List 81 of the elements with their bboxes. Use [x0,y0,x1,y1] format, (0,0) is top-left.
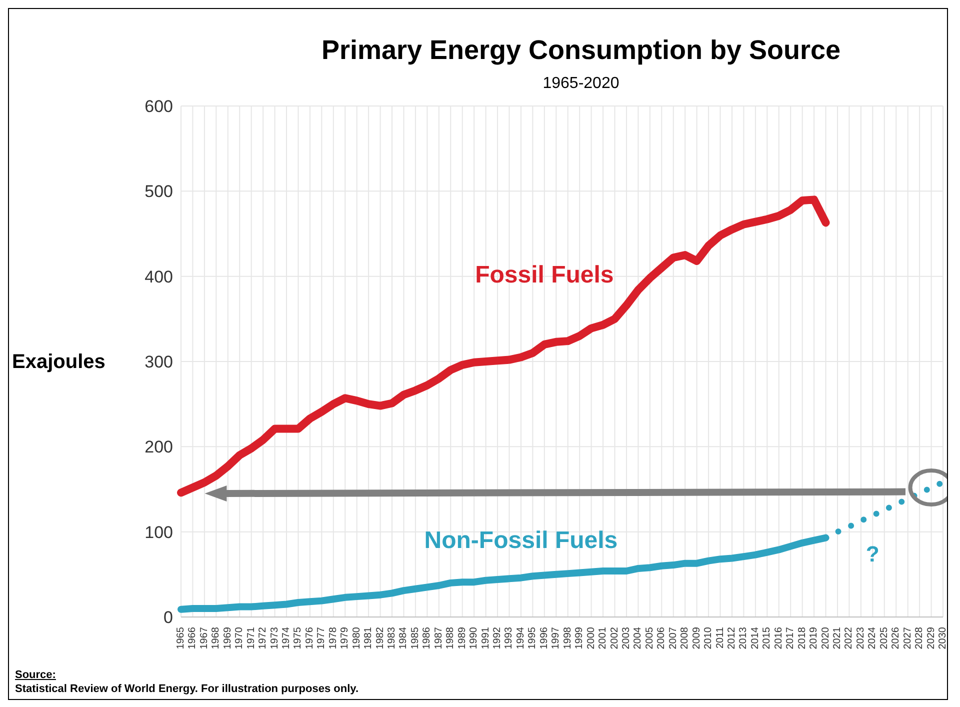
x-tick-label: 2010 [703,626,714,650]
x-tick-label: 1969 [222,626,234,650]
x-tick-label: 2004 [632,626,644,650]
x-tick-label: 1970 [234,626,246,650]
text: Statistical Review of World Energy. For illustration purposes only. [15,683,359,695]
x-tick-label: 1993 [504,626,515,650]
x-tick-label: 2008 [680,626,691,650]
x-tick-label: 1965 [176,626,186,650]
x-tick-label: 2025 [878,626,890,650]
y-tick-label: 200 [144,438,173,457]
y-tick-label: 500 [144,182,173,202]
chart-subtitle: 1965-2020 [542,75,620,93]
series-label: Fossil Fuels [475,261,614,288]
x-tick-label: 2009 [691,626,702,650]
x-tick-label: 2006 [656,626,668,650]
x-tick-label: 2020 [820,626,832,650]
x-tick-label: 1992 [492,626,504,650]
x-tick-label: 1998 [562,626,574,650]
y-tick-label: 300 [144,352,173,372]
x-tick-label: 1981 [363,626,374,650]
x-tick-label: 2021 [832,626,843,650]
x-tick-label: 2030 [938,626,948,650]
x-tick-label: 2018 [796,626,808,650]
x-tick-label: 2000 [586,626,597,650]
source-note: Source: [15,669,56,681]
x-tick-label: 1982 [374,626,386,650]
x-tick-label: 2001 [598,626,609,650]
y-axis-title: Exajoules [12,351,106,374]
x-tick-label: 2015 [762,626,773,650]
x-tick-label: 1977 [316,626,328,650]
x-tick-label: 2029 [926,626,937,650]
x-tick-label: 2026 [890,626,902,650]
x-tick-label: 1990 [468,626,480,650]
x-tick-label: 2007 [668,626,679,650]
x-tick-label: 2023 [855,626,866,650]
x-tick-label: 2003 [620,626,632,650]
x-tick-label: 2014 [750,626,761,650]
x-tick-label: 1980 [351,626,362,650]
x-tick-label: 2016 [773,626,784,650]
x-tick-label: 1978 [328,626,339,650]
x-tick-label: 1974 [281,626,292,650]
y-tick-label: 400 [144,267,173,286]
x-tick-label: 2019 [808,626,820,650]
x-tick-label: 2012 [726,626,738,650]
x-tick-label: 2027 [902,626,914,650]
x-tick-label: 1986 [422,626,433,650]
x-tick-label: 1991 [480,626,492,650]
x-tick-label: 1971 [246,626,257,650]
x-tick-label: 2013 [738,626,750,650]
x-tick-label: 1983 [386,626,398,650]
x-tick-label: 1984 [398,626,410,650]
series-label: Non-Fossil Fuels [424,526,618,554]
x-tick-label: 1976 [304,626,316,650]
x-tick-label: 2017 [785,626,796,650]
x-tick-label: 1994 [515,626,526,650]
y-tick-label: 100 [144,522,173,542]
x-tick-label: 1987 [433,626,444,650]
x-tick-label: 1975 [292,626,304,650]
x-tick-label: 1989 [456,626,468,650]
y-tick-label: 600 [144,97,173,116]
x-tick-label: 2022 [844,626,855,650]
y-tick-label: 0 [164,608,173,628]
x-tick-label: 1996 [538,626,550,650]
x-tick-label: 1997 [550,626,562,650]
x-tick-label: 1995 [527,626,538,650]
x-tick-label: 1972 [258,626,269,650]
x-tick-label: 1999 [574,626,586,650]
x-tick-label: 1968 [210,626,222,650]
x-tick-label: 2011 [714,626,726,649]
x-tick-label: 1967 [198,626,210,650]
x-tick-label: 1985 [410,626,421,650]
x-tick-label: 1973 [269,626,280,650]
x-tick-label: 2024 [867,626,878,650]
x-tick-label: 2005 [644,626,656,650]
x-tick-label: 1988 [445,626,456,650]
x-tick-label: 1979 [340,626,351,650]
chart-title: Primary Energy Consumption by Source [320,35,842,66]
x-tick-label: 1966 [187,626,198,650]
x-tick-label: 2028 [914,626,926,650]
x-tick-label: 2002 [609,626,620,650]
annotation: ? [866,542,880,567]
